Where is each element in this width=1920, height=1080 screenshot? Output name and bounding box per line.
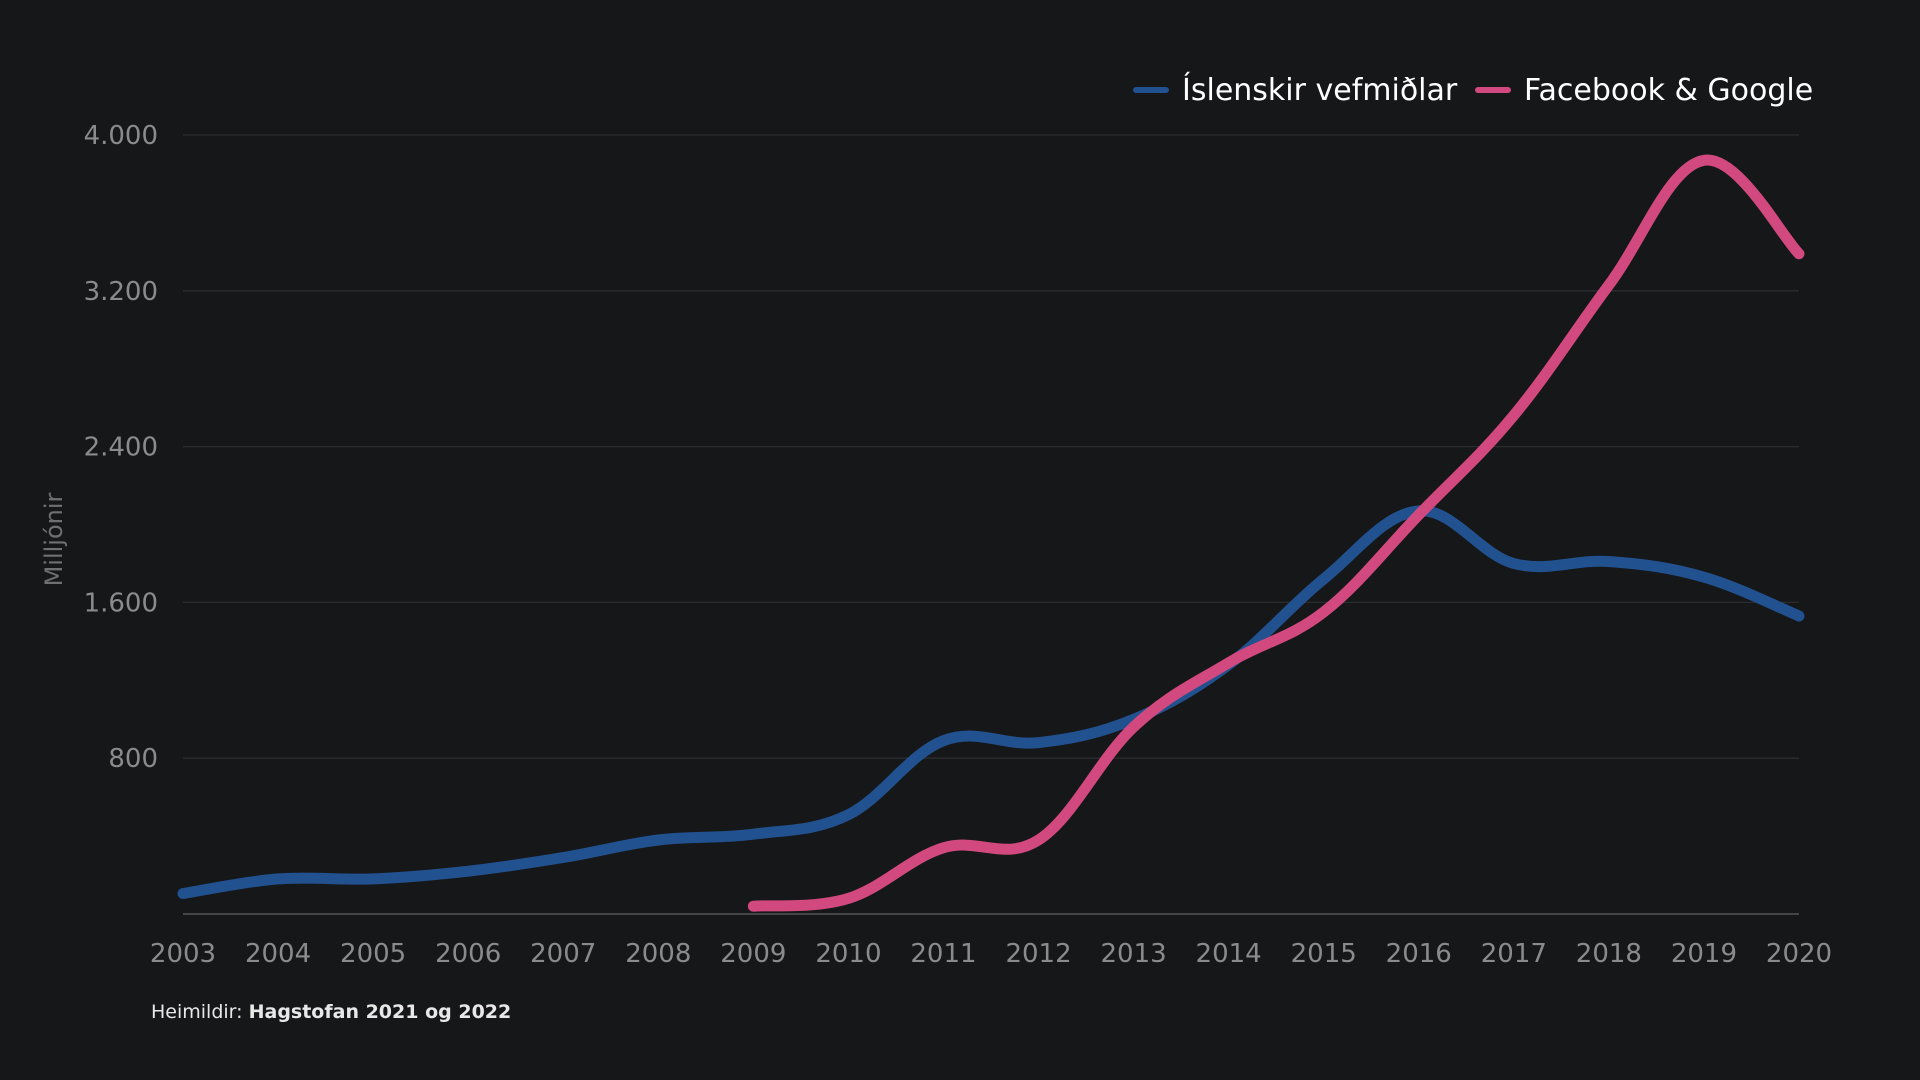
x-tick-label: 2009 — [720, 939, 786, 969]
legend-item-facebook-google: Facebook & Google — [1475, 73, 1813, 108]
source-note: Heimildir: Hagstofan 2021 og 2022 — [151, 1001, 511, 1023]
y-tick-label: 3.200 — [84, 277, 158, 307]
legend-label: Facebook & Google — [1524, 73, 1813, 108]
x-tick-label: 2010 — [815, 939, 881, 969]
y-tick-label: 4.000 — [84, 121, 158, 151]
x-tick-label: 2014 — [1196, 939, 1262, 969]
x-tick-label: 2020 — [1766, 939, 1832, 969]
x-tick-label: 2007 — [530, 939, 596, 969]
y-tick-label: 800 — [108, 744, 158, 774]
legend-item-islenskir: Íslenskir vefmiðlar — [1133, 72, 1458, 108]
source-name: Hagstofan 2021 og 2022 — [248, 1001, 512, 1023]
y-tick-label: 2.400 — [84, 433, 158, 463]
x-tick-label: 2012 — [1005, 939, 1071, 969]
series-line-facebook-google — [747, 154, 1805, 912]
x-tick-label: 2015 — [1291, 939, 1357, 969]
x-tick-label: 2006 — [435, 939, 501, 969]
x-tick-label: 2017 — [1481, 939, 1547, 969]
x-tick-label: 2004 — [245, 939, 311, 969]
x-tick-label: 2008 — [625, 939, 691, 969]
x-tick-label: 2019 — [1671, 939, 1737, 969]
x-tick-label: 2011 — [910, 939, 976, 969]
series-line-islenskir — [177, 505, 1805, 900]
y-axis-label: Milljónir — [40, 492, 68, 586]
source-prefix: Heimildir: — [151, 1001, 243, 1023]
x-tick-label: 2016 — [1386, 939, 1452, 969]
x-tick-label: 2003 — [150, 939, 216, 969]
x-tick-label: 2013 — [1101, 939, 1167, 969]
y-tick-label: 1.600 — [84, 588, 158, 618]
x-tick-label: 2018 — [1576, 939, 1642, 969]
legend-label: Íslenskir vefmiðlar — [1182, 72, 1458, 108]
x-tick-label: 2005 — [340, 939, 406, 969]
